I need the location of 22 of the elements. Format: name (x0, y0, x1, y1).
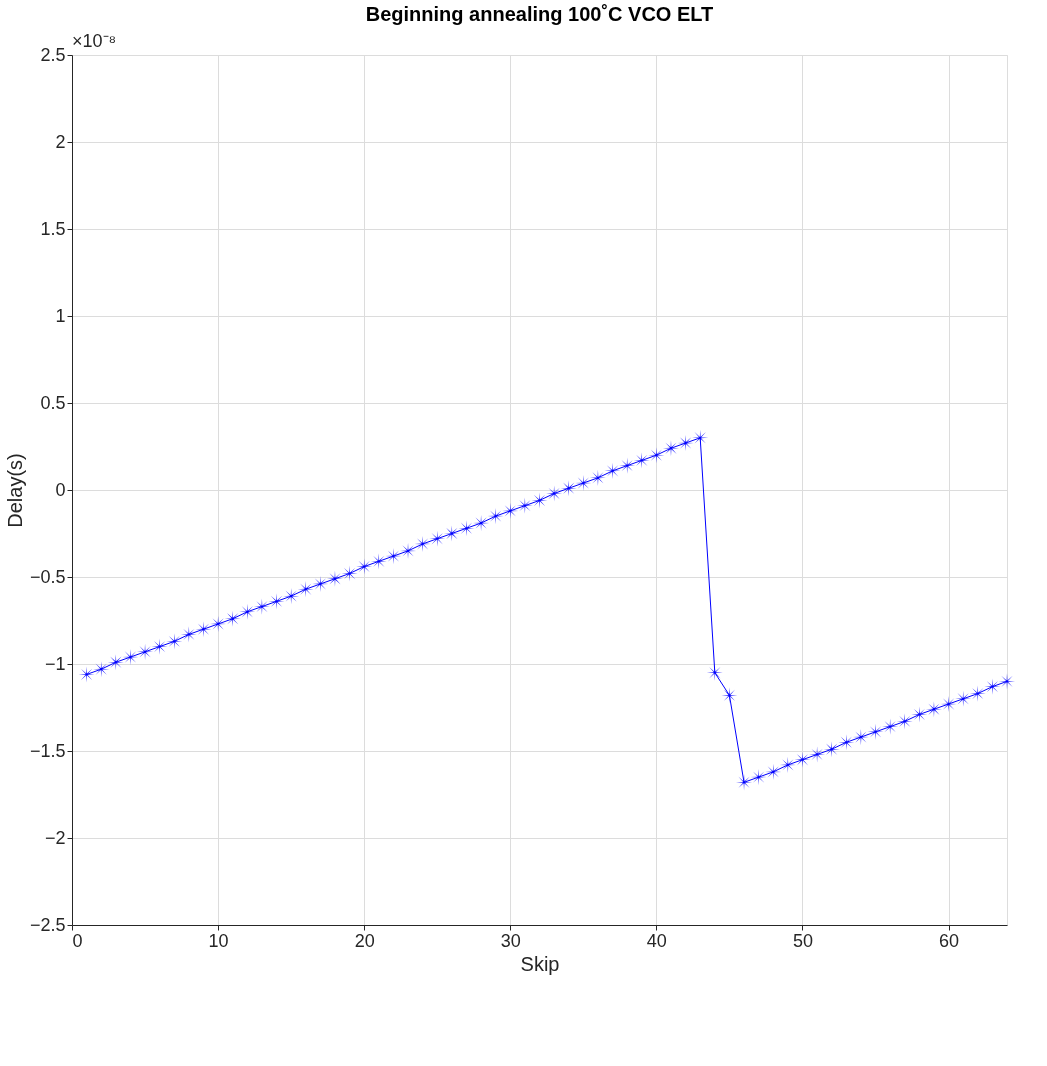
x-tick-label: 0 (72, 930, 83, 951)
text: ×10⁻⁸ (72, 31, 117, 51)
x-tick-label: 20 (354, 930, 375, 951)
y-axis-title: Delay(s) (3, 453, 26, 528)
y-tick-label: 0.5 (40, 392, 66, 413)
x-axis-title: Skip (520, 952, 560, 975)
x-tick-label: 10 (208, 930, 229, 951)
y-tick-label: 2.5 (40, 44, 66, 65)
chart-title: Beginning annealing 100˚C VCO ELT (365, 3, 714, 25)
y-tick-label: −1 (44, 653, 66, 674)
y-tick-label: −1.5 (29, 740, 66, 761)
y-tick-label: 2 (55, 131, 66, 152)
y-tick-label: −0.5 (29, 566, 66, 587)
y-tick-label: −2 (44, 827, 66, 848)
x-tick-label: 50 (792, 930, 813, 951)
x-tick-label: 40 (646, 930, 667, 951)
x-tick-label: 30 (500, 930, 521, 951)
y-tick-label: 1.5 (40, 218, 66, 239)
y-tick-label: −2.5 (29, 914, 66, 935)
y-tick-label: 1 (55, 305, 66, 326)
y-tick-label: 0 (55, 479, 66, 500)
x-tick-label: 60 (939, 930, 960, 951)
